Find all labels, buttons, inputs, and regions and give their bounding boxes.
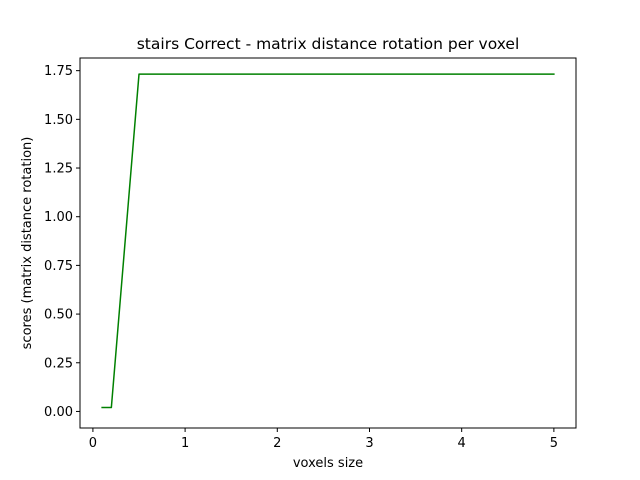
x-tick-label: 1 bbox=[181, 436, 189, 451]
plot-frame bbox=[79, 57, 577, 429]
y-tick-label: 0.00 bbox=[44, 405, 73, 420]
x-tick-label: 5 bbox=[550, 436, 558, 451]
y-tick-label: 1.25 bbox=[44, 162, 73, 177]
series-line-0 bbox=[101, 73, 555, 409]
x-tick-label: 3 bbox=[365, 436, 373, 451]
x-tick-label: 0 bbox=[89, 436, 97, 451]
y-tick-label: 1.50 bbox=[44, 113, 73, 128]
plot-layer bbox=[101, 73, 555, 409]
y-tick-label: 1.00 bbox=[44, 210, 73, 225]
chart-title: stairs Correct - matrix distance rotatio… bbox=[137, 35, 520, 53]
x-tick-label: 4 bbox=[458, 436, 466, 451]
y-tick-label: 1.75 bbox=[44, 64, 73, 79]
y-axis: 0.00 0.25 0.50 0.75 1.00 1.25 1.50 1.75 bbox=[44, 64, 80, 420]
x-axis: 0 1 2 3 4 5 bbox=[89, 428, 558, 451]
y-axis-label: scores (matrix distance rotation) bbox=[20, 137, 35, 350]
y-tick-label: 0.25 bbox=[44, 356, 73, 371]
x-axis-label: voxels size bbox=[293, 456, 363, 471]
y-tick-label: 0.75 bbox=[44, 259, 73, 274]
y-tick-label: 0.50 bbox=[44, 308, 73, 323]
x-tick-label: 2 bbox=[273, 436, 281, 451]
